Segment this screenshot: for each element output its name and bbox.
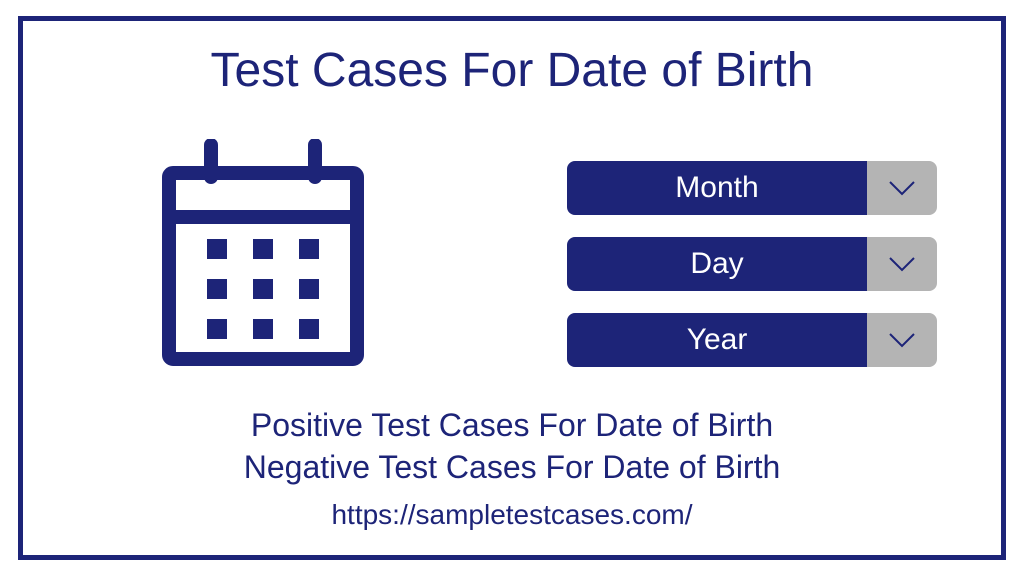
subtitle-negative: Negative Test Cases For Date of Birth bbox=[23, 447, 1001, 489]
year-dropdown[interactable]: Year bbox=[567, 313, 937, 367]
calendar-icon bbox=[153, 139, 373, 369]
page-title: Test Cases For Date of Birth bbox=[23, 43, 1001, 98]
month-dropdown[interactable]: Month bbox=[567, 161, 937, 215]
day-dropdown-label: Day bbox=[567, 237, 867, 291]
subtitle-positive: Positive Test Cases For Date of Birth bbox=[23, 405, 1001, 447]
day-dropdown[interactable]: Day bbox=[567, 237, 937, 291]
month-dropdown-label: Month bbox=[567, 161, 867, 215]
year-dropdown-label: Year bbox=[567, 313, 867, 367]
date-dropdowns: Month Day Year bbox=[567, 161, 937, 389]
source-url: https://sampletestcases.com/ bbox=[23, 499, 1001, 531]
chevron-down-icon bbox=[867, 313, 937, 367]
chevron-down-icon bbox=[867, 237, 937, 291]
chevron-down-icon bbox=[867, 161, 937, 215]
subtitles-block: Positive Test Cases For Date of Birth Ne… bbox=[23, 405, 1001, 488]
main-frame: Test Cases For Date of Birth Month bbox=[18, 16, 1006, 560]
